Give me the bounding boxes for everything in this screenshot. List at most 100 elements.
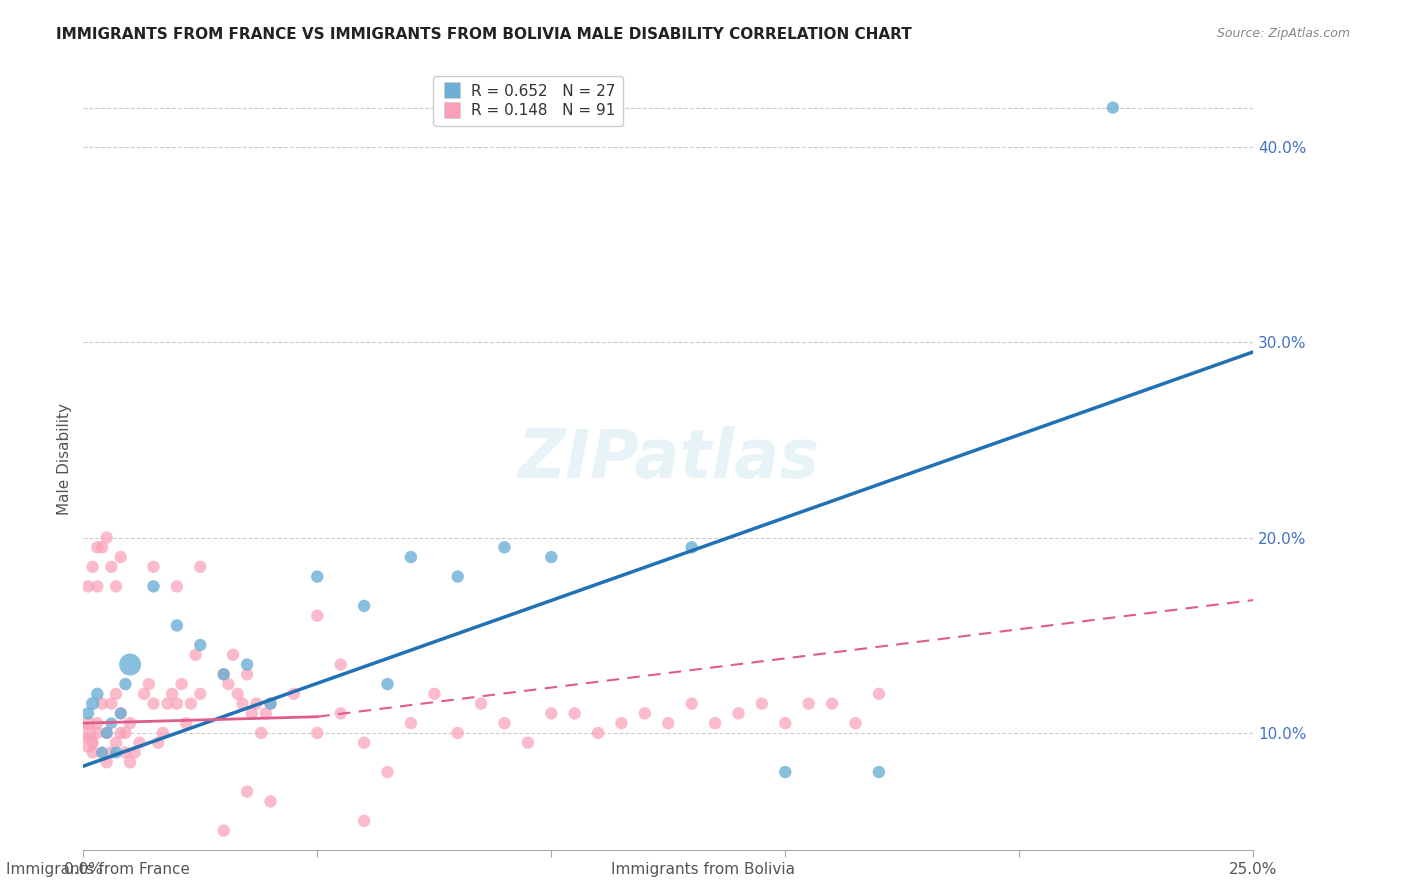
- Y-axis label: Male Disability: Male Disability: [58, 403, 72, 516]
- Point: [142, 559, 165, 574]
- Point: [681, 541, 703, 555]
- Point: [166, 579, 188, 593]
- Point: [259, 697, 281, 711]
- Point: [142, 579, 165, 593]
- Point: [634, 706, 657, 721]
- Point: [231, 697, 253, 711]
- Point: [166, 618, 188, 632]
- Point: [470, 697, 492, 711]
- Point: [704, 716, 727, 731]
- Point: [170, 677, 193, 691]
- Point: [259, 794, 281, 808]
- Point: [681, 697, 703, 711]
- Point: [540, 706, 562, 721]
- Point: [134, 687, 156, 701]
- Point: [86, 726, 108, 740]
- Point: [353, 599, 375, 613]
- Point: [751, 697, 773, 711]
- Point: [868, 687, 890, 701]
- Text: Immigrants from France: Immigrants from France: [7, 863, 190, 877]
- Point: [82, 746, 104, 760]
- Point: [775, 765, 797, 780]
- Point: [212, 667, 235, 681]
- Point: [110, 726, 132, 740]
- Point: [254, 706, 277, 721]
- Point: [188, 559, 211, 574]
- Point: [377, 677, 399, 691]
- Point: [142, 697, 165, 711]
- Point: [100, 746, 122, 760]
- Point: [128, 736, 150, 750]
- Point: [353, 814, 375, 828]
- Point: [423, 687, 446, 701]
- Point: [222, 648, 245, 662]
- Point: [399, 550, 422, 565]
- Point: [96, 726, 118, 740]
- Point: [494, 716, 516, 731]
- Point: [329, 657, 352, 672]
- Point: [180, 697, 202, 711]
- Point: [86, 579, 108, 593]
- Point: [77, 579, 100, 593]
- Point: [307, 608, 329, 623]
- Point: [91, 746, 114, 760]
- Point: [77, 736, 100, 750]
- Point: [1102, 101, 1125, 115]
- Point: [96, 531, 118, 545]
- Point: [100, 716, 122, 731]
- Legend: R = 0.652   N = 27, R = 0.148   N = 91: R = 0.652 N = 27, R = 0.148 N = 91: [433, 76, 623, 126]
- Point: [91, 541, 114, 555]
- Point: [868, 765, 890, 780]
- Point: [138, 677, 160, 691]
- Point: [114, 677, 136, 691]
- Point: [120, 756, 142, 770]
- Point: [797, 697, 820, 711]
- Point: [91, 746, 114, 760]
- Point: [212, 823, 235, 838]
- Point: [120, 716, 142, 731]
- Point: [236, 784, 259, 798]
- Point: [86, 541, 108, 555]
- Point: [516, 736, 538, 750]
- Point: [188, 638, 211, 652]
- Point: [586, 726, 609, 740]
- Text: ZIPatlas: ZIPatlas: [517, 426, 820, 492]
- Point: [110, 706, 132, 721]
- Point: [447, 726, 470, 740]
- Point: [96, 726, 118, 740]
- Point: [353, 736, 375, 750]
- Point: [124, 746, 146, 760]
- Point: [307, 569, 329, 583]
- Point: [105, 579, 128, 593]
- Point: [86, 687, 108, 701]
- Point: [82, 559, 104, 574]
- Point: [250, 726, 273, 740]
- Point: [657, 716, 679, 731]
- Point: [564, 706, 586, 721]
- Point: [77, 726, 100, 740]
- Point: [82, 697, 104, 711]
- Point: [100, 559, 122, 574]
- Point: [494, 541, 516, 555]
- Text: Source: ZipAtlas.com: Source: ZipAtlas.com: [1216, 27, 1350, 40]
- Point: [86, 716, 108, 731]
- Point: [174, 716, 197, 731]
- Point: [114, 726, 136, 740]
- Point: [540, 550, 562, 565]
- Point: [610, 716, 633, 731]
- Point: [156, 697, 179, 711]
- Point: [120, 657, 142, 672]
- Point: [77, 706, 100, 721]
- Point: [399, 716, 422, 731]
- Point: [105, 736, 128, 750]
- Point: [727, 706, 749, 721]
- Point: [146, 736, 169, 750]
- Point: [160, 687, 183, 701]
- Point: [245, 697, 267, 711]
- Point: [100, 697, 122, 711]
- Point: [307, 726, 329, 740]
- Point: [377, 765, 399, 780]
- Point: [188, 687, 211, 701]
- Point: [217, 677, 239, 691]
- Point: [114, 746, 136, 760]
